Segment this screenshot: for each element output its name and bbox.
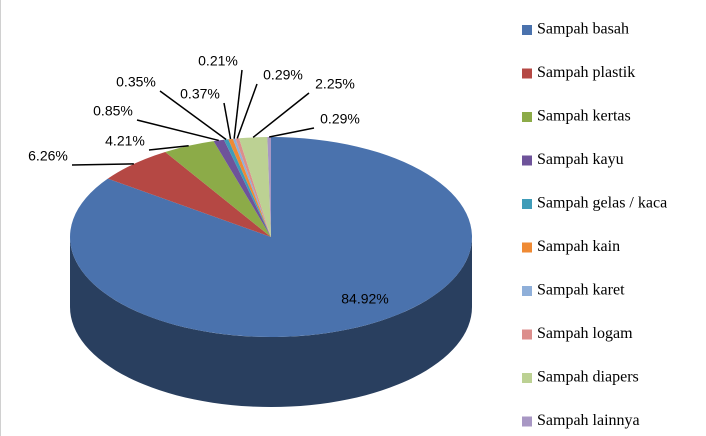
- data-label: 0.35%: [116, 74, 156, 90]
- legend-swatch: [522, 155, 532, 166]
- slice: [165, 141, 271, 237]
- data-label: 0.37%: [180, 86, 220, 102]
- slice: [107, 151, 271, 237]
- legend-swatch: [522, 416, 532, 427]
- leader-line: [136, 119, 219, 142]
- leader-line: [236, 83, 258, 139]
- legend-label: Sampah plastik: [537, 64, 635, 81]
- legend-swatch: [522, 242, 532, 253]
- legend-swatch: [522, 199, 532, 209]
- leader-line: [223, 102, 232, 140]
- slice: [232, 138, 271, 237]
- legend-label: Sampah lainnya: [537, 412, 640, 429]
- slice: [235, 138, 271, 237]
- pie: [69, 137, 472, 407]
- data-label: 6.26%: [28, 148, 68, 164]
- leader-line: [148, 145, 189, 151]
- legend-label: Sampah kayu: [537, 151, 624, 168]
- data-label: 84.92%: [341, 291, 388, 307]
- data-label: 0.21%: [198, 53, 238, 69]
- legend-swatch: [522, 112, 532, 122]
- legend-label: Sampah karet: [537, 282, 625, 299]
- legend-label: Sampah logam: [537, 325, 633, 342]
- legend-label: Sampah gelas / kaca: [537, 195, 667, 212]
- leader-line: [159, 90, 227, 141]
- data-label: 0.29%: [320, 111, 360, 127]
- legend-swatch: [522, 329, 532, 340]
- legend-swatch: [522, 68, 532, 79]
- slice: [228, 138, 271, 237]
- data-label: 2.25%: [315, 76, 355, 92]
- leader-line: [252, 92, 310, 138]
- leader-line: [269, 127, 315, 138]
- data-label: 0.29%: [263, 67, 303, 83]
- slice: [213, 139, 271, 237]
- legend-swatch: [522, 25, 532, 35]
- legend-label: Sampah kertas: [537, 108, 631, 125]
- data-label: 4.21%: [105, 133, 145, 149]
- legend-label: Sampah diapers: [537, 369, 639, 386]
- data-label: 0.85%: [93, 103, 133, 119]
- slice: [239, 137, 271, 237]
- legend-swatch: [522, 373, 532, 383]
- slice: [267, 137, 271, 237]
- leader-line: [71, 163, 134, 166]
- legend-label: Sampah basah: [537, 21, 629, 38]
- legend: Sampah basah Sampah plastik Sampah kertas S…: [522, 21, 667, 429]
- legend-label: Sampah kain: [537, 238, 620, 255]
- legend-swatch: [522, 286, 532, 296]
- leader-line: [233, 69, 243, 139]
- slice: [69, 137, 472, 337]
- slice: [223, 139, 271, 237]
- slice-side: [70, 237, 472, 407]
- data-labels: 84.92% 6.26% 4.21% 0.85% 0.35% 0.37% 0.21% 0.29…: [28, 53, 389, 307]
